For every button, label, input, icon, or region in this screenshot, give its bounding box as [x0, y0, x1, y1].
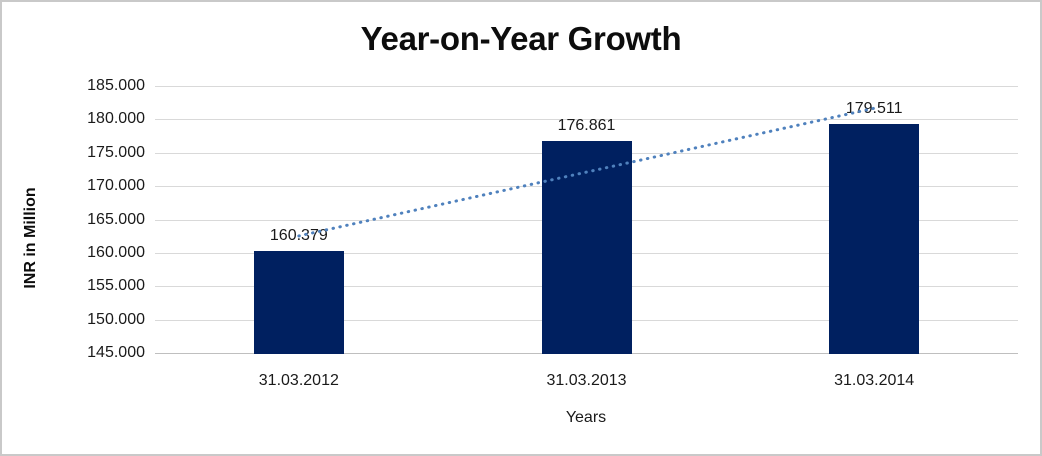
- x-tick-label: 31.03.2013: [546, 372, 627, 389]
- y-tick-label: 150.000: [87, 310, 145, 328]
- chart-title: Year-on-Year Growth: [360, 20, 682, 57]
- y-tick-label: 155.000: [87, 277, 145, 295]
- y-tick-label: 180.000: [87, 110, 145, 128]
- data-label: 160.379: [269, 227, 328, 245]
- x-tick-label: 31.03.2012: [258, 372, 339, 389]
- bar: [541, 141, 632, 354]
- gridline: [155, 86, 1018, 87]
- x-tick-label: 31.03.2014: [834, 372, 915, 389]
- bar: [253, 251, 344, 354]
- x-axis-title: Years: [565, 409, 607, 426]
- y-tick-label: 145.000: [87, 344, 145, 361]
- y-axis-title: INR in Million: [22, 187, 39, 289]
- data-label: 176.861: [557, 117, 616, 135]
- y-tick-label: 185.000: [87, 77, 145, 94]
- y-tick-label: 160.000: [87, 243, 145, 261]
- y-tick-label: 175.000: [87, 143, 145, 161]
- y-tick-label: 165.000: [87, 210, 145, 228]
- bar: [829, 123, 920, 354]
- y-tick-label: 170.000: [87, 177, 145, 195]
- data-label: 179.511: [845, 99, 903, 117]
